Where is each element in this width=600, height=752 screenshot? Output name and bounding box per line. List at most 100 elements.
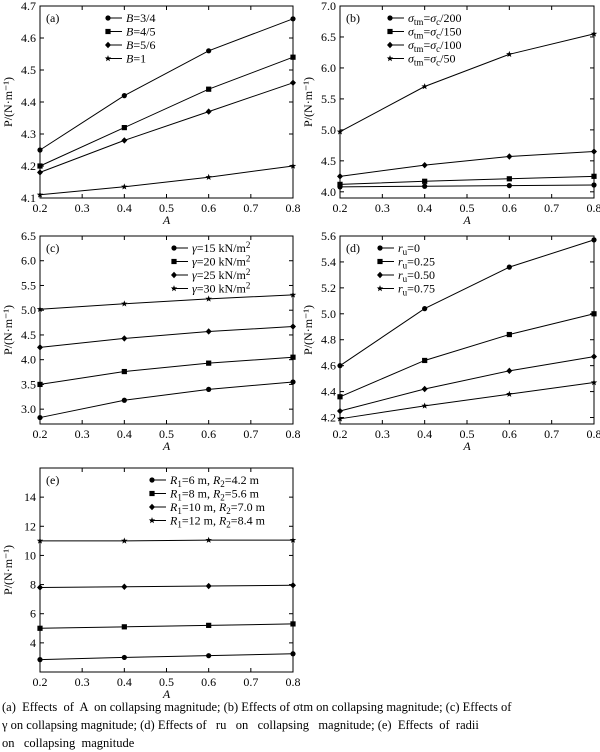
data-point-series-3 (206, 583, 212, 589)
legend-marker (105, 42, 111, 48)
y-tick-label: 3.5 (21, 377, 36, 391)
data-point-series-1 (206, 387, 211, 392)
y-tick-label: 4.0 (321, 185, 336, 199)
y-tick-label: 10 (24, 548, 36, 562)
data-point-series-4 (205, 174, 211, 180)
panel-label: (a) (46, 11, 59, 25)
series-line-4 (40, 166, 293, 195)
data-point-series-3 (37, 169, 43, 175)
y-tick-label: 6.0 (321, 61, 336, 75)
y-tick-label: 5.4 (321, 255, 336, 269)
data-point-series-3 (37, 344, 43, 350)
y-tick-label: 4.7 (21, 0, 36, 13)
data-point-series-4 (506, 51, 512, 57)
legend-marker (149, 517, 155, 523)
series-line-3 (40, 83, 293, 173)
x-tick-label: 0.3 (75, 427, 90, 441)
y-tick-label: 4.5 (21, 328, 36, 342)
data-point-series-2 (290, 355, 295, 360)
data-point-series-1 (290, 379, 295, 384)
legend-label: B=4/5 (126, 25, 155, 39)
legend-label: γ=15 kN/m2​ (192, 240, 250, 255)
series-line-3 (340, 357, 594, 411)
data-point-series-2 (206, 623, 211, 628)
data-point-series-3 (206, 328, 212, 334)
y-tick-label: 14 (24, 490, 36, 504)
data-point-series-3 (37, 584, 43, 590)
x-tick-label: 0.8 (587, 427, 600, 441)
x-tick-label: 0.3 (375, 201, 390, 215)
caption-line-3: on collapsing magnitude (2, 734, 600, 752)
legend-marker (105, 15, 110, 20)
x-tick-label: 0.7 (544, 427, 559, 441)
x-tick-label: 0.8 (286, 201, 301, 215)
series-line-2 (40, 624, 293, 628)
data-point-series-2 (507, 176, 512, 181)
y-tick-label: 5.5 (21, 278, 36, 292)
legend-label: B=5/6 (126, 38, 155, 52)
legend-label: γ=20 kN/m2​ (192, 254, 250, 269)
x-tick-label: 0.6 (201, 675, 216, 689)
panel-label: (d) (346, 241, 360, 255)
data-point-series-3 (121, 137, 127, 143)
data-point-series-4 (421, 402, 427, 408)
y-tick-label: 4 (30, 636, 36, 650)
data-point-series-1 (37, 147, 42, 152)
x-tick-label: 0.4 (117, 201, 132, 215)
data-point-series-1 (37, 415, 42, 420)
data-point-series-2 (422, 358, 427, 363)
y-tick-label: 4.8 (321, 333, 336, 347)
data-point-series-3 (506, 153, 512, 159)
legend-marker (171, 259, 176, 264)
y-tick-label: 4.4 (321, 385, 336, 399)
data-point-series-1 (206, 653, 211, 658)
data-point-series-1 (290, 651, 295, 656)
y-tick-label: 4.3 (21, 127, 36, 141)
legend-marker (105, 55, 111, 61)
y-axis-label: P/(N·m⁻¹) (1, 77, 15, 127)
x-tick-label: 0.8 (286, 675, 301, 689)
data-point-series-3 (422, 162, 428, 168)
data-point-series-4 (205, 537, 211, 543)
series-line-4 (340, 34, 594, 132)
legend-marker (171, 285, 177, 291)
plot-frame (40, 236, 293, 424)
y-tick-label: 6 (30, 607, 36, 621)
data-point-series-2 (206, 361, 211, 366)
y-tick-label: 7.0 (321, 0, 336, 13)
series-line-3 (340, 152, 594, 177)
figure-caption: (a) Effects of A on collapsing magnitude… (2, 698, 600, 752)
y-tick-label: 4.6 (21, 31, 36, 45)
x-tick-label: 0.4 (417, 427, 432, 441)
x-tick-label: 0.7 (243, 675, 258, 689)
data-point-series-1 (507, 265, 512, 270)
plot-frame (340, 6, 594, 198)
x-axis-label: A (162, 213, 171, 227)
x-tick-label: 0.4 (117, 427, 132, 441)
data-point-series-3 (422, 386, 428, 392)
x-tick-label: 0.6 (502, 201, 517, 215)
legend-marker (387, 29, 392, 34)
data-point-series-3 (506, 368, 512, 374)
y-tick-label: 4.2 (21, 159, 36, 173)
y-tick-label: 6.5 (21, 229, 36, 243)
y-tick-label: 5.0 (321, 307, 336, 321)
x-tick-label: 0.3 (75, 201, 90, 215)
y-tick-label: 4.6 (321, 359, 336, 373)
data-point-series-3 (206, 108, 212, 114)
y-tick-label: 4.5 (21, 63, 36, 77)
y-tick-label: 4.4 (21, 95, 36, 109)
data-point-series-2 (591, 311, 596, 316)
series-line-2 (340, 176, 594, 184)
x-tick-label: 0.2 (333, 427, 348, 441)
legend-marker (377, 245, 382, 250)
x-tick-label: 0.6 (502, 427, 517, 441)
series-line-4 (40, 540, 293, 541)
data-point-series-2 (122, 624, 127, 629)
data-point-series-4 (121, 300, 127, 306)
y-tick-label: 8 (30, 578, 36, 592)
data-point-series-1 (591, 182, 596, 187)
data-point-series-4 (205, 295, 211, 301)
